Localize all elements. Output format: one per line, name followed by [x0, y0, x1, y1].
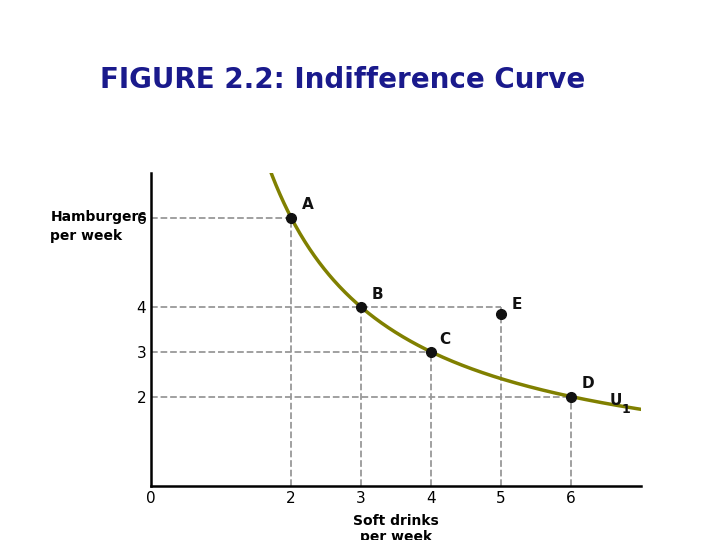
Text: A: A: [302, 198, 313, 212]
X-axis label: Soft drinks
per week: Soft drinks per week: [353, 514, 439, 540]
Text: U: U: [609, 393, 621, 408]
Text: D: D: [581, 376, 594, 392]
Text: 1: 1: [622, 403, 631, 416]
Text: C: C: [439, 332, 451, 347]
Text: Hamburgers
per week: Hamburgers per week: [50, 211, 147, 243]
Text: E: E: [511, 297, 522, 312]
Text: FIGURE 2.2: Indifference Curve: FIGURE 2.2: Indifference Curve: [100, 66, 585, 94]
Text: B: B: [372, 287, 383, 302]
Text: 16: 16: [16, 496, 50, 519]
